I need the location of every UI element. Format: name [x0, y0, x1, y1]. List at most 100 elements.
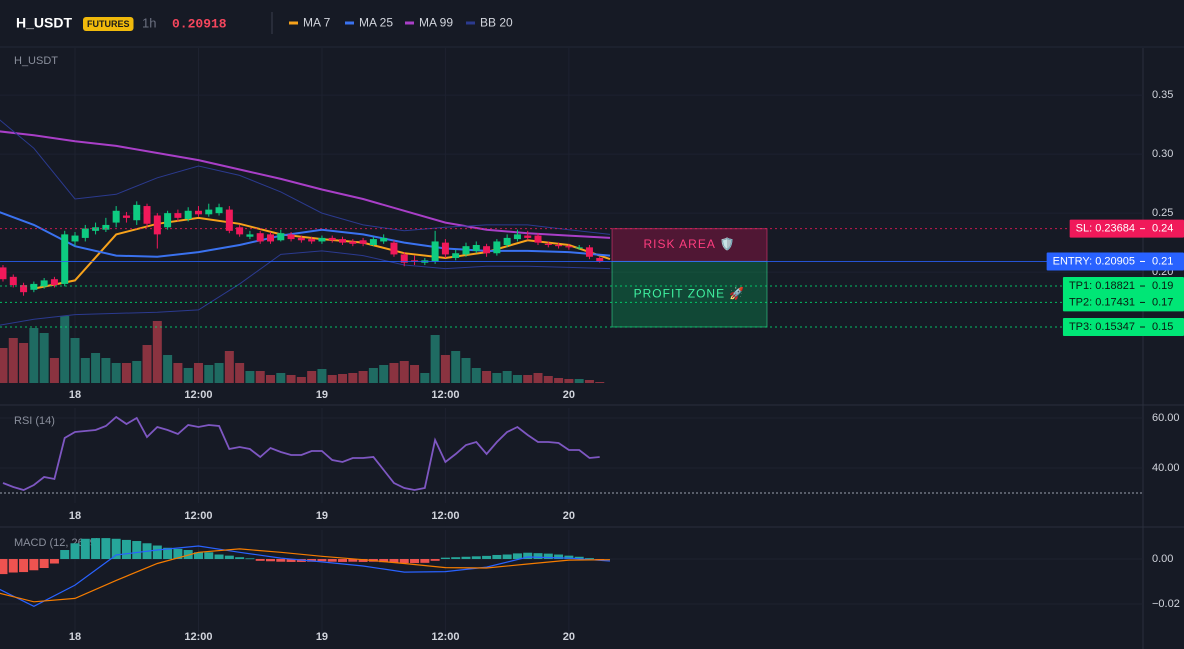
volume-bar [296, 377, 306, 383]
candle-body [483, 246, 491, 254]
volume-bar [29, 328, 39, 383]
volume-bar [101, 358, 111, 383]
volume-bar [142, 345, 152, 383]
volume-bar [451, 351, 461, 383]
badge: FUTURES [87, 19, 130, 29]
histogram-bar [8, 559, 18, 573]
histogram-bar [482, 555, 492, 560]
volume-bar [554, 378, 564, 383]
volume-bar [183, 368, 193, 383]
x-tick-label: 12:00 [431, 389, 459, 401]
histogram-bar [80, 538, 90, 560]
histogram-bar [111, 538, 121, 560]
histogram-bar [410, 559, 420, 564]
level-label: TP2: 0.17431 [1069, 296, 1135, 308]
level-tag: TP3: 0.15347 0.15 [1062, 318, 1184, 337]
level-label: TP3: 0.15347 [1069, 321, 1135, 333]
histogram-bar [440, 557, 450, 560]
candle-body [81, 228, 89, 238]
volume-bar [430, 335, 440, 383]
legend-label: BB 20 [480, 16, 513, 30]
histogram-bar [317, 559, 327, 562]
histogram-bar [502, 554, 512, 560]
level-tick: 0.17 [1152, 296, 1173, 308]
histogram-bar [70, 543, 80, 560]
candle-body [585, 247, 593, 257]
volume-bar [163, 355, 173, 383]
histogram-bar [60, 550, 70, 560]
volume-bar [111, 363, 121, 383]
candle-body [575, 247, 583, 249]
candle-body [472, 244, 480, 251]
volume-bar [60, 316, 70, 383]
histogram-bar [19, 559, 29, 573]
y-tick-label: −0.02 [1152, 598, 1180, 610]
volume-bar [276, 373, 286, 383]
zone-label: PROFIT ZONE 🚀 [634, 286, 746, 300]
volume-bar [0, 348, 8, 383]
y-tick-label: 0.00 [1152, 553, 1173, 565]
histogram-bar [214, 554, 224, 560]
candle-body [452, 253, 460, 258]
candle-body [534, 235, 542, 243]
candle-body [565, 246, 573, 248]
x-tick-label: 12:00 [184, 510, 212, 522]
badge-bg [83, 17, 134, 31]
volume-bar [595, 382, 605, 383]
histogram-bar [564, 555, 574, 560]
volume-bar [512, 375, 522, 383]
candle-body [236, 227, 244, 235]
histogram-bar [163, 547, 173, 560]
candle-body [143, 206, 151, 224]
volume-bar [348, 373, 358, 383]
histogram-bar [152, 545, 162, 560]
candle-body [318, 237, 326, 242]
candle-body [513, 234, 521, 240]
histogram-bar [492, 554, 502, 560]
indicator-line [0, 130, 611, 239]
zone-label: RISK AREA 🛡️ [644, 237, 736, 251]
level-tag-bg [1046, 252, 1184, 271]
candle-body [133, 204, 141, 221]
volume-bar [91, 353, 101, 383]
volume-bar [584, 380, 594, 383]
volume-bar [307, 371, 317, 383]
candle-body [308, 239, 316, 242]
candle-body [215, 207, 223, 214]
histogram-bar [286, 559, 296, 562]
zone [611, 228, 768, 262]
histogram-bar [584, 558, 594, 560]
volume-bar [80, 358, 90, 383]
legend-label: MA 25 [359, 16, 393, 30]
histogram-bar [512, 553, 522, 560]
candle-body [0, 267, 7, 280]
volume-bar [235, 363, 245, 383]
plot-layer: 18 12:00 19 12:00 200.200.250.300.35H_USDTRI… [0, 15, 1184, 643]
volume-bar [132, 361, 142, 383]
candle-body [277, 233, 285, 241]
histogram-bar [255, 559, 265, 561]
x-tick-label: 18 [69, 389, 81, 401]
volume-bar [255, 371, 265, 383]
histogram-bar [121, 539, 131, 560]
volume-bar [358, 371, 368, 383]
volume-bar [440, 355, 450, 383]
histogram-bar [173, 548, 183, 560]
candle-body [71, 235, 79, 242]
macd-line [0, 545, 611, 607]
level-label: ENTRY: 0.20905 [1053, 255, 1135, 267]
histogram-bar [379, 559, 389, 563]
indicator-line [0, 211, 611, 258]
histogram-bar [543, 553, 553, 560]
volume-bar [543, 376, 553, 383]
candle-body [174, 213, 182, 218]
pane-title: RSI (14) [14, 415, 55, 427]
candle-body [349, 241, 357, 244]
candle-body [493, 241, 501, 254]
histogram-bar [533, 553, 543, 560]
histogram-bar [554, 554, 564, 560]
candle-body [40, 280, 48, 287]
candle-body [411, 260, 419, 262]
candle-body [112, 210, 120, 223]
